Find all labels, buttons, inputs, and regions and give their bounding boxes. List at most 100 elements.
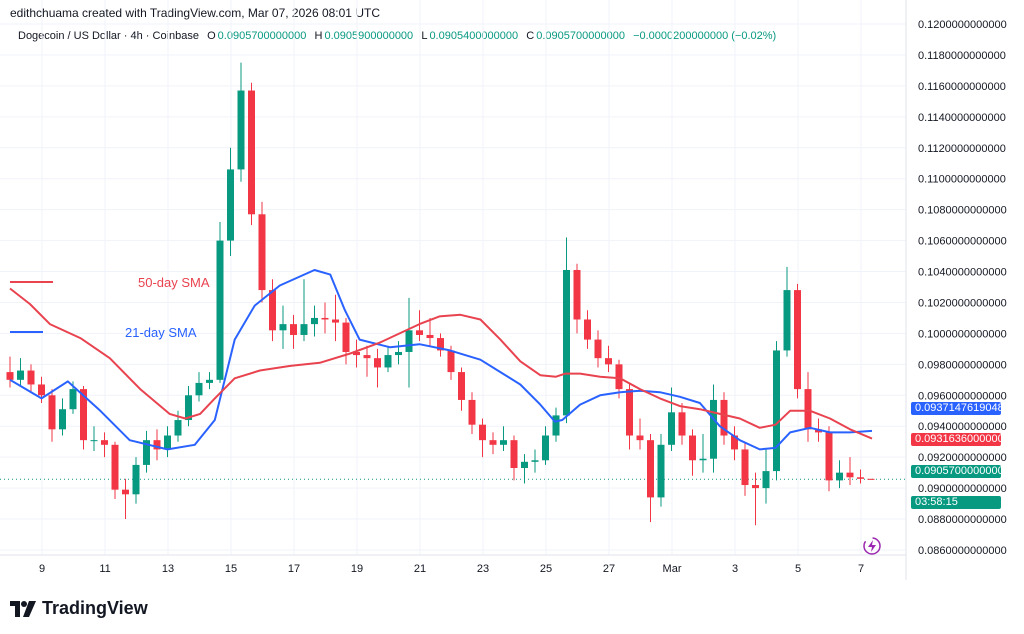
candle <box>647 433 654 523</box>
sma50-line <box>9 287 873 440</box>
lightning-icon[interactable] <box>862 536 882 556</box>
candle-body <box>762 471 770 489</box>
candle-body <box>563 269 570 416</box>
candle-body <box>573 269 581 320</box>
sma21-price-tag: 0.0937147619048 <box>911 402 1001 415</box>
candle-body <box>605 358 612 365</box>
candle <box>258 201 266 303</box>
candle-body <box>59 409 66 430</box>
y-tick-label: 0.1060000000000 <box>918 236 1007 248</box>
y-tick-label: 0.1040000000000 <box>918 267 1007 279</box>
candle-body <box>132 464 140 495</box>
candle-body <box>867 478 875 480</box>
tradingview-logo[interactable]: TradingView <box>10 598 148 619</box>
candle <box>132 457 140 504</box>
high-label: H <box>314 30 323 42</box>
x-tick-label: 9 <box>39 563 45 575</box>
candle <box>90 426 98 451</box>
candle <box>237 62 245 182</box>
candle-body <box>90 440 98 442</box>
symbol-info[interactable]: Dogecoin / US Dollar · 4h · Coinbase <box>18 30 199 42</box>
x-tick-label: 11 <box>99 563 110 575</box>
x-tick-label: 23 <box>477 563 489 575</box>
candle <box>783 266 791 357</box>
candle-body <box>321 317 329 320</box>
candle-body <box>657 444 665 498</box>
candle <box>122 478 129 520</box>
candle <box>426 317 434 346</box>
open-label: O <box>207 30 216 42</box>
candle-body <box>437 338 444 351</box>
candle-body <box>17 370 24 380</box>
sma21-line <box>9 269 873 451</box>
y-tick-label: 0.1100000000000 <box>918 174 1006 186</box>
y-tick-label: 0.1140000000000 <box>918 112 1006 124</box>
x-tick-label: 21 <box>414 563 426 575</box>
candle <box>6 356 14 388</box>
y-tick-label: 0.0880000000000 <box>918 514 1007 526</box>
time-axis[interactable]: 9 11 13 15 17 19 21 23 25 27 Mar 3 5 7 <box>39 563 864 575</box>
candle-body <box>794 290 801 390</box>
change-value: −0.0000200000000 (−0.02%) <box>633 30 777 42</box>
brand-name: TradingView <box>42 598 148 618</box>
candle <box>531 449 539 473</box>
candle-body <box>6 372 14 380</box>
candle <box>552 407 560 442</box>
candle <box>752 472 759 526</box>
candle-body <box>647 440 654 498</box>
close-label: C <box>526 30 535 42</box>
candle-body <box>290 324 297 335</box>
candle <box>143 430 150 473</box>
x-tick-label: Mar <box>663 563 682 575</box>
candle-body <box>269 290 276 331</box>
x-tick-label: 3 <box>732 563 738 575</box>
y-tick-label: 0.1080000000000 <box>918 205 1007 217</box>
candle <box>479 418 486 458</box>
candle-body <box>615 364 623 390</box>
candle-body <box>678 412 686 436</box>
candle <box>846 457 854 486</box>
candle <box>248 82 255 226</box>
candle <box>762 449 770 504</box>
y-tick-label: 0.1160000000000 <box>918 81 1006 93</box>
candle <box>279 305 287 349</box>
candle <box>374 348 381 388</box>
candle <box>216 222 224 383</box>
candle-body <box>720 399 728 436</box>
moving-averages <box>9 269 873 451</box>
candle <box>626 382 633 450</box>
x-tick-label: 13 <box>162 563 174 575</box>
candle-body <box>489 440 497 445</box>
candle-body <box>542 435 549 461</box>
candle-body <box>48 395 56 430</box>
price-axis[interactable]: 0.1200000000000 0.1180000000000 0.11600000… <box>918 19 1007 557</box>
candle-body <box>836 472 843 481</box>
candle-body <box>804 389 812 430</box>
candle-body <box>783 290 791 351</box>
sma21-label: 21-day SMA <box>125 325 197 340</box>
candle <box>710 384 717 473</box>
candle <box>594 330 602 368</box>
close-value: 0.0905700000000 <box>536 30 625 42</box>
candle-body <box>185 395 192 421</box>
y-tick-label: 0.0920000000000 <box>918 452 1007 464</box>
candle-body <box>531 460 539 462</box>
candle-body <box>426 334 434 339</box>
candle-body <box>636 435 644 441</box>
candle-body <box>521 461 528 469</box>
candle-body <box>227 169 234 241</box>
candle <box>636 418 644 450</box>
candle <box>794 283 801 399</box>
y-tick-label: 0.1200000000000 <box>918 19 1007 31</box>
candle-body <box>584 319 591 340</box>
y-tick-label: 0.0980000000000 <box>918 359 1007 371</box>
candle-body <box>80 389 87 441</box>
y-tick-label: 0.1000000000000 <box>918 328 1007 340</box>
tradingview-logo-icon <box>10 600 36 617</box>
candle <box>405 297 413 388</box>
candle-body <box>174 420 182 436</box>
candle-body <box>468 399 476 425</box>
candle-body <box>38 384 45 396</box>
candle-body <box>752 485 759 489</box>
